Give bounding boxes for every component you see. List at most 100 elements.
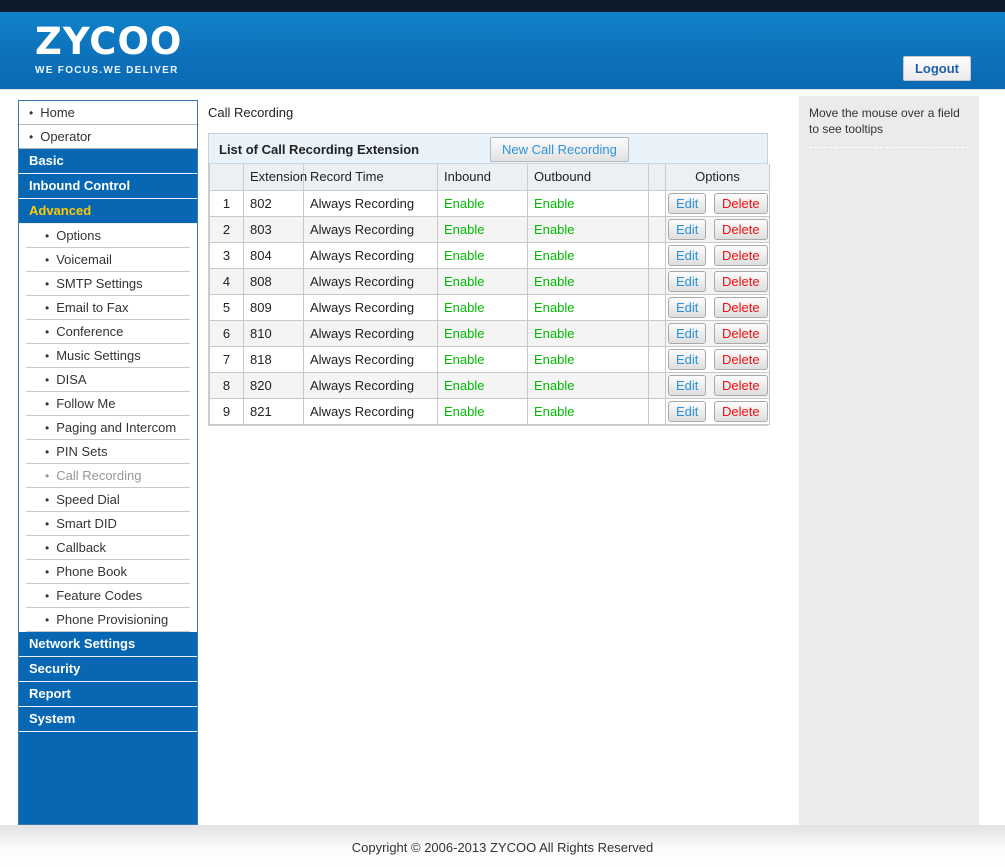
extension-cell: 803 [243,215,304,243]
recording-table: Extension Record Time Inbound Outbound O… [209,164,770,425]
outbound-status: Enable [527,189,649,217]
table-row: 6 810 Always Recording Enable Enable Edi… [209,319,770,347]
sidebar-item-music-settings[interactable]: • Music Settings [19,344,197,368]
edit-button[interactable]: Edit [668,348,707,370]
edit-button[interactable]: Edit [668,322,707,344]
bullet-icon: • [45,613,50,627]
panel-title: List of Call Recording Extension [219,142,420,157]
bullet-icon: • [45,493,50,507]
edit-button[interactable]: Edit [668,400,707,422]
sidebar-item-operator[interactable]: • Operator [19,125,197,149]
sidebar-item-disa[interactable]: • DISA [19,368,197,392]
sidebar-item-call-recording[interactable]: • Call Recording [19,464,197,488]
table-row: 1 802 Always Recording Enable Enable Edi… [209,189,770,217]
bullet-icon: • [29,130,34,144]
sidebar-item-label: Paging and Intercom [56,420,177,435]
inbound-status: Enable [437,241,528,269]
outbound-status: Enable [527,345,649,373]
sidebar-item-email-to-fax[interactable]: • Email to Fax [19,296,197,320]
edit-button[interactable]: Edit [668,374,707,396]
extension-cell: 804 [243,241,304,269]
row-index: 3 [209,241,244,269]
col-header-outbound: Outbound [527,164,649,191]
inbound-status: Enable [437,371,528,399]
spacer-cell [648,319,666,347]
delete-button[interactable]: Delete [714,218,768,240]
delete-button[interactable]: Delete [714,322,768,344]
table-row: 8 820 Always Recording Enable Enable Edi… [209,371,770,399]
extension-cell: 820 [243,371,304,399]
sidebar-item-speed-dial[interactable]: • Speed Dial [19,488,197,512]
sidebar-item-label: Inbound Control [29,178,131,193]
spacer-cell [648,397,666,425]
sidebar-item-system[interactable]: System [19,707,197,732]
sidebar-item-feature-codes[interactable]: • Feature Codes [19,584,197,608]
edit-button[interactable]: Edit [668,192,707,214]
sidebar-item-security[interactable]: Security [19,657,197,682]
sidebar-item-report[interactable]: Report [19,682,197,707]
row-index: 4 [209,267,244,295]
sidebar-item-label: Speed Dial [56,492,120,507]
sidebar-item-voicemail[interactable]: • Voicemail [19,248,197,272]
sidebar-item-basic[interactable]: Basic [19,149,197,174]
extension-cell: 809 [243,293,304,321]
sidebar-item-inbound-control[interactable]: Inbound Control [19,174,197,199]
sidebar-item-label: PIN Sets [56,444,108,459]
sidebar-item-smart-did[interactable]: • Smart DID [19,512,197,536]
spacer-cell [648,215,666,243]
zycoo-logo: ZYCOO WE FOCUS.WE DELIVER [35,23,182,77]
sidebar-item-home[interactable]: • Home [19,101,197,125]
extension-cell: 808 [243,267,304,295]
sidebar-filler [19,732,197,824]
outbound-status: Enable [527,371,649,399]
sidebar-item-label: Phone Book [56,564,128,579]
record-time-cell: Always Recording [303,241,438,269]
sidebar-item-label: Options [56,228,102,243]
sidebar-item-phone-book[interactable]: • Phone Book [19,560,197,584]
sidebar-item-label: Follow Me [56,396,116,411]
sidebar-item-label: Home [40,105,75,120]
footer: Copyright © 2006-2013 ZYCOO All Rights R… [0,825,1005,867]
sidebar-item-pin-sets[interactable]: • PIN Sets [19,440,197,464]
delete-button[interactable]: Delete [714,348,768,370]
options-cell: Edit Delete [665,293,770,321]
sidebar-item-label: Advanced [29,203,92,218]
bullet-icon: • [45,565,50,579]
sidebar-item-options[interactable]: • Options [19,224,197,248]
sidebar-item-advanced[interactable]: Advanced [19,199,197,224]
edit-button[interactable]: Edit [668,218,707,240]
sidebar-item-label: Callback [56,540,107,555]
options-cell: Edit Delete [665,397,770,425]
main-content: Call Recording List of Call Recording Ex… [208,105,770,426]
new-call-recording-button[interactable]: New Call Recording [490,137,629,162]
top-strip [0,0,1005,12]
bullet-icon: • [45,517,50,531]
sidebar-item-smtp-settings[interactable]: • SMTP Settings [19,272,197,296]
edit-button[interactable]: Edit [668,270,707,292]
delete-button[interactable]: Delete [714,270,768,292]
edit-button[interactable]: Edit [668,296,707,318]
tooltip-help-text: Move the mouse over a field to see toolt… [809,105,969,148]
delete-button[interactable]: Delete [714,244,768,266]
delete-button[interactable]: Delete [714,192,768,214]
sidebar-item-label: Operator [40,129,92,144]
sidebar-item-conference[interactable]: • Conference [19,320,197,344]
delete-button[interactable]: Delete [714,374,768,396]
spacer-cell [648,345,666,373]
record-time-cell: Always Recording [303,215,438,243]
sidebar-item-label: Phone Provisioning [56,612,169,627]
record-time-cell: Always Recording [303,293,438,321]
logout-button[interactable]: Logout [902,56,971,81]
spacer-cell [648,371,666,399]
sidebar-item-follow-me[interactable]: • Follow Me [19,392,197,416]
edit-button[interactable]: Edit [668,244,707,266]
content-area: • Home • Operator Basic Inbound Control Advanc… [0,96,1005,825]
sidebar-item-callback[interactable]: • Callback [19,536,197,560]
sidebar-item-paging-and-intercom[interactable]: • Paging and Intercom [19,416,197,440]
sidebar-item-network-settings[interactable]: Network Settings [19,632,197,657]
sidebar-item-phone-provisioning[interactable]: • Phone Provisioning [19,608,197,632]
delete-button[interactable]: Delete [714,400,768,422]
delete-button[interactable]: Delete [714,296,768,318]
options-cell: Edit Delete [665,345,770,373]
sidebar-item-label: System [29,711,76,726]
